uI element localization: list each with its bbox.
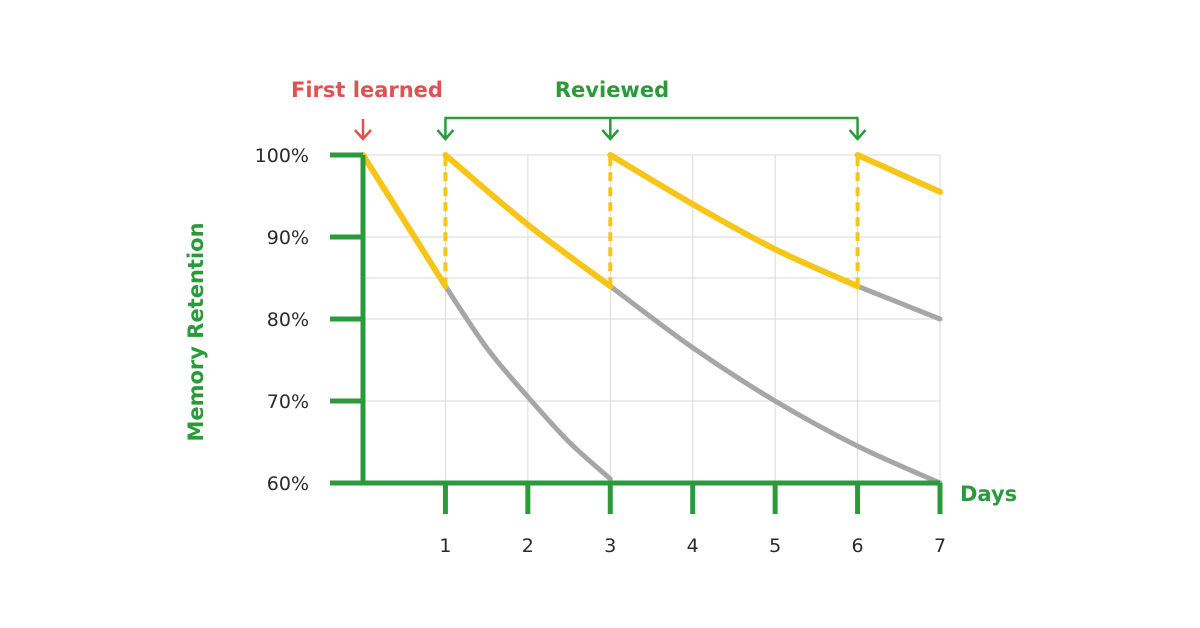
x-tick-label: 6: [852, 535, 864, 557]
reviewed-label: Reviewed: [555, 78, 669, 102]
forgetting-curve-line: [607, 283, 943, 486]
x-tick-label: 1: [439, 535, 451, 557]
y-tick-label: 70%: [267, 391, 309, 413]
reviewed-arrow-head: [848, 129, 867, 141]
first-learned-label: First learned: [291, 78, 443, 102]
annotations: [354, 116, 867, 141]
curves: [360, 152, 943, 486]
x-tick-label: 2: [522, 535, 534, 557]
y-tick-label: 60%: [267, 473, 309, 495]
retention-line: [607, 152, 861, 290]
retention-line: [442, 152, 614, 290]
axes: 60% 70% 80% 90% 100% 1 2 3 4 5 6 7: [255, 145, 946, 557]
first-learned-arrow-head: [354, 129, 372, 141]
forgetting-curve-line: [442, 283, 613, 482]
y-tick-label: 100%: [255, 145, 309, 167]
y-tick-label: 80%: [267, 309, 309, 331]
x-tick-label: 4: [687, 535, 699, 557]
y-tick-label: 90%: [267, 227, 309, 249]
reviewed-arrow-head: [601, 129, 620, 141]
reviewed-arrow-head: [436, 129, 455, 141]
x-tick-label: 3: [604, 535, 616, 557]
retention-line: [854, 152, 943, 195]
x-axis-title: Days: [960, 482, 1017, 506]
forgetting-curve-line: [855, 283, 943, 322]
y-axis-title: Memory Retention: [184, 222, 208, 441]
x-tick-label: 7: [934, 535, 946, 557]
x-tick-label: 5: [769, 535, 781, 557]
retention-line: [360, 152, 449, 290]
